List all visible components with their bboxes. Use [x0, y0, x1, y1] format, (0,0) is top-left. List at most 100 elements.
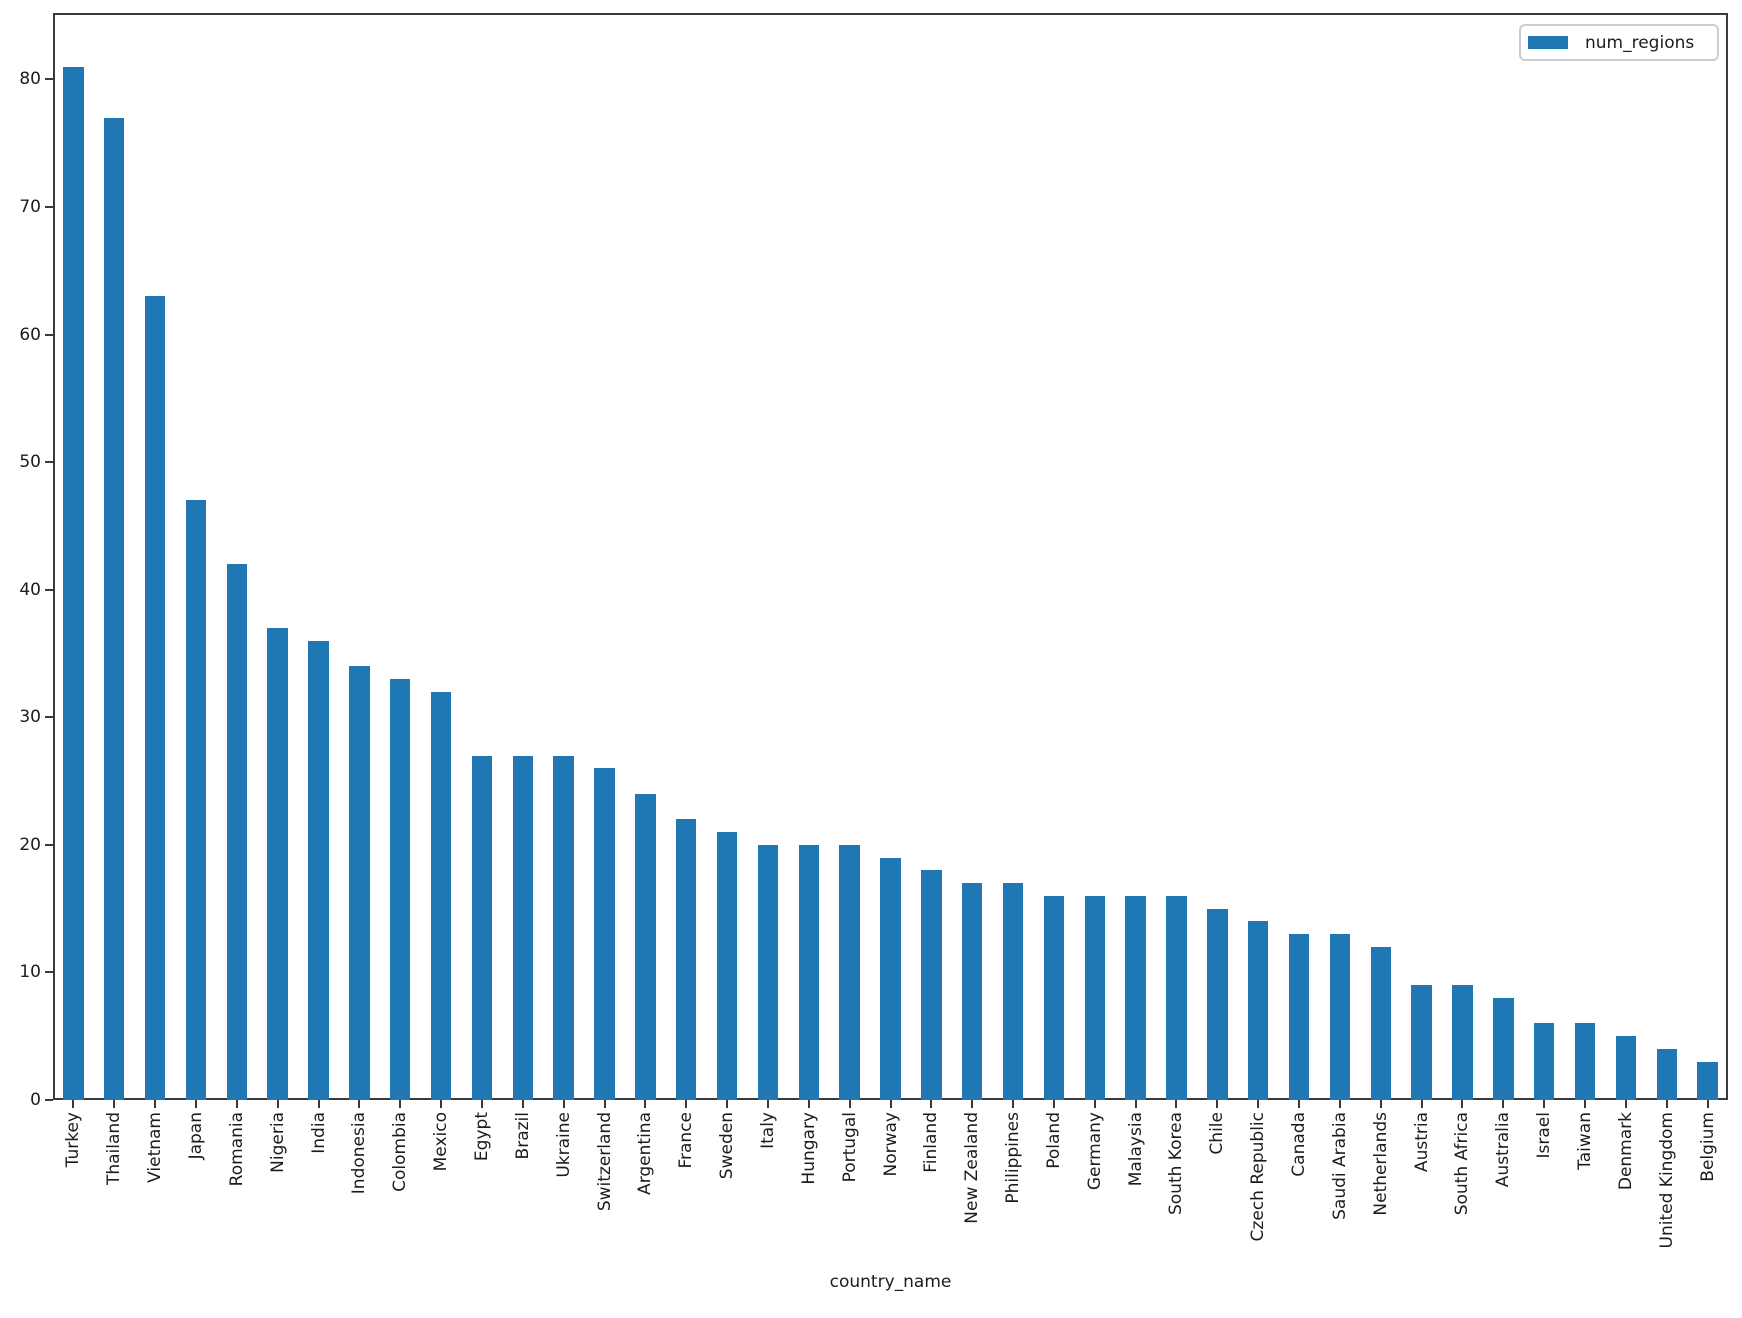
x-tick [603, 1100, 606, 1108]
bar-poland [1043, 895, 1065, 1100]
x-tick [1379, 1100, 1382, 1108]
bar-chile [1207, 908, 1228, 1100]
bar-saudi-arabia [1329, 934, 1351, 1100]
x-tick [1502, 1100, 1505, 1108]
x-tick [317, 1100, 320, 1108]
bar-france [676, 819, 697, 1100]
bar-new-zealand [961, 883, 983, 1100]
x-tick [399, 1100, 402, 1108]
x-tick [807, 1100, 810, 1108]
y-tick-label: 80 [19, 69, 41, 90]
x-tick [72, 1100, 75, 1108]
bar-norway [880, 857, 901, 1100]
y-tick [45, 78, 53, 81]
bar-japan [185, 500, 207, 1100]
x-tick [1543, 1100, 1546, 1108]
y-tick [45, 205, 53, 208]
y-tick-label: 30 [19, 707, 41, 728]
x-tick-label: Belgium [1697, 1112, 1718, 1182]
x-tick [766, 1100, 769, 1108]
y-tick [45, 1099, 53, 1101]
bar-philippines [1002, 883, 1024, 1100]
x-tick [1584, 1100, 1586, 1108]
x-tick [1175, 1100, 1178, 1108]
y-tick-label: 20 [19, 834, 41, 855]
x-tick [1093, 1100, 1096, 1108]
y-tick-label: 50 [19, 452, 41, 473]
x-tick [1298, 1100, 1301, 1108]
y-tick-label: 70 [19, 196, 41, 217]
bar-south-africa [1452, 985, 1473, 1100]
x-tick [276, 1100, 279, 1108]
bar-germany [1084, 895, 1105, 1100]
bar-ukraine [553, 755, 574, 1100]
y-tick-label: 10 [19, 962, 41, 983]
y-tick-label: 0 [30, 1090, 41, 1110]
x-tick [1420, 1100, 1423, 1108]
y-tick [45, 588, 53, 591]
bar-thailand [104, 117, 125, 1100]
x-tick [235, 1100, 238, 1108]
bar-colombia [390, 678, 411, 1100]
x-tick [1052, 1100, 1055, 1108]
x-tick [971, 1100, 974, 1108]
bar-australia [1493, 997, 1514, 1100]
bar-taiwan [1574, 1023, 1596, 1100]
bar-south-korea [1166, 895, 1187, 1100]
bar-austria [1411, 985, 1432, 1100]
legend-swatch-icon [1528, 36, 1568, 49]
x-tick [358, 1100, 361, 1108]
bar-vietnam [144, 296, 166, 1100]
x-tick [644, 1100, 647, 1108]
x-tick [113, 1100, 116, 1108]
y-tick [45, 716, 53, 719]
bar-sweden [716, 832, 738, 1100]
x-tick [1257, 1100, 1260, 1108]
y-tick [45, 461, 53, 464]
x-tick [521, 1100, 524, 1108]
bar-romania [226, 564, 248, 1100]
bar-switzerland [594, 768, 615, 1100]
x-tick [1706, 1100, 1709, 1108]
bar-india [308, 640, 329, 1100]
x-tick [1665, 1100, 1668, 1108]
bar-israel [1533, 1023, 1555, 1100]
bar-mexico [430, 691, 452, 1100]
x-tick [1461, 1100, 1464, 1108]
bar-malaysia [1125, 895, 1146, 1100]
x-tick [1012, 1100, 1015, 1108]
bar-finland [921, 870, 942, 1100]
x-tick [562, 1100, 565, 1108]
bar-belgium [1697, 1061, 1718, 1100]
bar-nigeria [267, 627, 288, 1100]
bar-indonesia [349, 666, 370, 1100]
bar-denmark [1615, 1036, 1637, 1100]
bar-czech-republic [1247, 921, 1269, 1100]
bar-canada [1288, 934, 1310, 1100]
x-tick [1338, 1100, 1341, 1108]
bar-italy [757, 844, 779, 1100]
x-tick [440, 1100, 443, 1108]
y-tick [45, 971, 53, 974]
y-tick-label: 40 [19, 579, 41, 600]
x-tick [480, 1100, 483, 1108]
bar-turkey [63, 66, 84, 1100]
x-tick [1624, 1100, 1627, 1108]
x-tick [726, 1100, 729, 1108]
x-tick [1216, 1100, 1219, 1108]
legend-label: num_regions [1585, 32, 1695, 53]
x-tick [685, 1100, 688, 1108]
x-tick [194, 1100, 197, 1108]
bar-hungary [798, 844, 819, 1100]
x-tick [154, 1100, 157, 1108]
x-axis-title: country_name [829, 1272, 952, 1292]
legend: num_regions [1519, 24, 1719, 61]
x-tick [930, 1100, 933, 1108]
y-tick-label: 60 [19, 324, 41, 345]
bar-brazil [512, 755, 534, 1100]
bar-portugal [839, 844, 860, 1100]
x-tick [889, 1100, 892, 1108]
bar-netherlands [1370, 946, 1391, 1100]
x-tick [1134, 1100, 1137, 1108]
